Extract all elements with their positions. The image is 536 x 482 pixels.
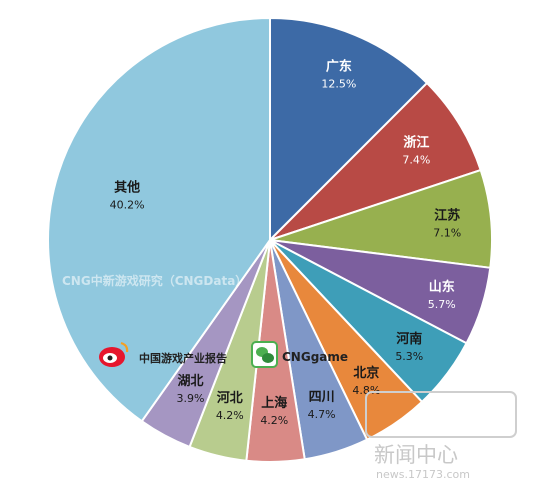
slice-label-5: 河南: [396, 331, 422, 347]
slice-label-1: 广东: [326, 59, 352, 75]
wechat-watermark: CNGgame: [251, 341, 348, 368]
slice-label-10: 湖北: [177, 374, 203, 389]
pie-labels: 广东 12.5% 浙江 7.4% 江苏 7.1% 山东 5.7% 河南 5.3% 北京 4.8% 四川 4…: [110, 59, 462, 427]
site-logo-mark: [365, 391, 517, 438]
pie-slice-1: [269, 16, 429, 243]
slice-value-10: 3.9%: [177, 392, 205, 405]
wechat-label: CNGgame: [282, 350, 348, 364]
slice-label-3: 江苏: [434, 208, 460, 224]
pie-slice-2: [269, 81, 482, 241]
cngdata-watermark: CNG中新游戏研究（CNGData）: [62, 273, 247, 288]
weibo-label: 中国游戏产业报告: [139, 351, 227, 365]
pie-slices: [47, 16, 493, 463]
site-url: news.17173.com: [376, 468, 470, 481]
site-logo: 新闻中心 news.17173.com: [365, 391, 517, 481]
slice-value-5: 5.3%: [395, 350, 423, 363]
slice-label-4: 山东: [429, 279, 455, 295]
slice-label-2: 浙江: [403, 135, 429, 151]
weibo-icon: [99, 341, 129, 367]
slice-label-8: 上海: [261, 395, 287, 411]
slice-value-3: 7.1%: [433, 227, 461, 240]
weibo-watermark: 中国游戏产业报告: [99, 341, 227, 367]
slice-label-6: 北京: [353, 365, 379, 381]
slice-label-11: 其他: [114, 180, 140, 196]
slice-value-11: 40.2%: [110, 199, 145, 212]
slice-value-1: 12.5%: [321, 78, 356, 91]
slice-value-8: 4.2%: [260, 414, 288, 427]
slice-value-9: 4.2%: [216, 409, 244, 422]
slice-label-7: 四川: [309, 390, 335, 405]
slice-value-7: 4.7%: [308, 408, 336, 421]
pie-slice-11: [47, 16, 271, 423]
slice-value-6: 4.8%: [352, 384, 380, 397]
slice-label-9: 河北: [217, 390, 243, 406]
site-brand: 新闻中心: [374, 443, 458, 467]
slice-value-4: 5.7%: [428, 298, 456, 311]
slice-value-2: 7.4%: [402, 154, 430, 167]
